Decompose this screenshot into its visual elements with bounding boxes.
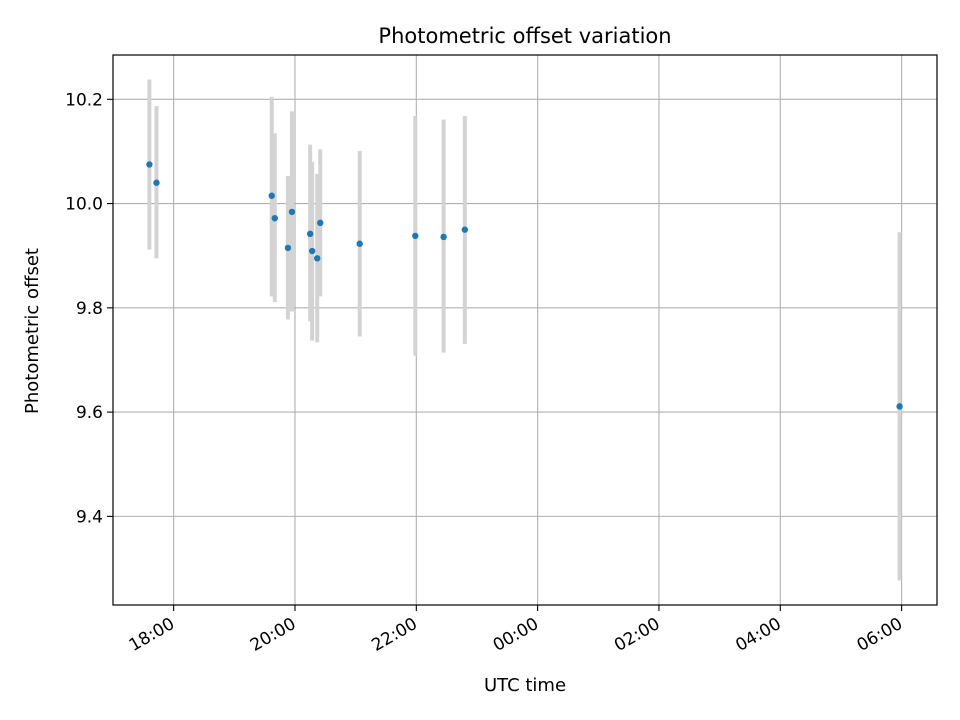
data-point (146, 161, 153, 168)
x-tick-label: 18:00 (126, 614, 178, 656)
y-axis-ticks: 9.4 9.6 9.8 10.0 10.2 (65, 90, 113, 527)
data-point (308, 247, 316, 255)
data-point (412, 232, 419, 240)
data-point (461, 226, 469, 233)
data-point (356, 240, 363, 247)
grid-lines (113, 55, 937, 605)
data-points (146, 161, 903, 410)
data-point (440, 233, 447, 241)
data-point (288, 208, 296, 216)
x-tick-label: 22:00 (368, 614, 420, 656)
data-point (271, 214, 278, 222)
data-point (314, 255, 321, 262)
y-tick-label: 9.6 (76, 403, 103, 423)
chart-title: Photometric offset variation (378, 24, 671, 48)
y-axis-title: Photometric offset (22, 248, 43, 414)
data-point (306, 230, 314, 238)
x-axis-ticks: 18:00 20:00 22:00 00:00 02:00 04:00 06:00 (126, 605, 906, 656)
data-point (268, 192, 275, 199)
data-point (153, 179, 160, 186)
x-tick-label: 04:00 (732, 614, 784, 656)
data-point (896, 403, 903, 410)
x-tick-label: 02:00 (611, 614, 663, 656)
x-tick-label: 20:00 (247, 614, 299, 656)
data-point (284, 244, 292, 252)
x-tick-label: 06:00 (854, 614, 906, 656)
y-tick-label: 9.8 (76, 299, 103, 319)
y-tick-label: 10.2 (65, 90, 103, 110)
y-tick-label: 10.0 (65, 195, 103, 215)
y-tick-label: 9.4 (76, 507, 103, 527)
error-bars (147, 79, 902, 581)
data-point (317, 219, 324, 227)
x-axis-title: UTC time (484, 675, 566, 696)
plot-area-frame (112, 54, 938, 606)
x-tick-label: 00:00 (490, 614, 542, 656)
